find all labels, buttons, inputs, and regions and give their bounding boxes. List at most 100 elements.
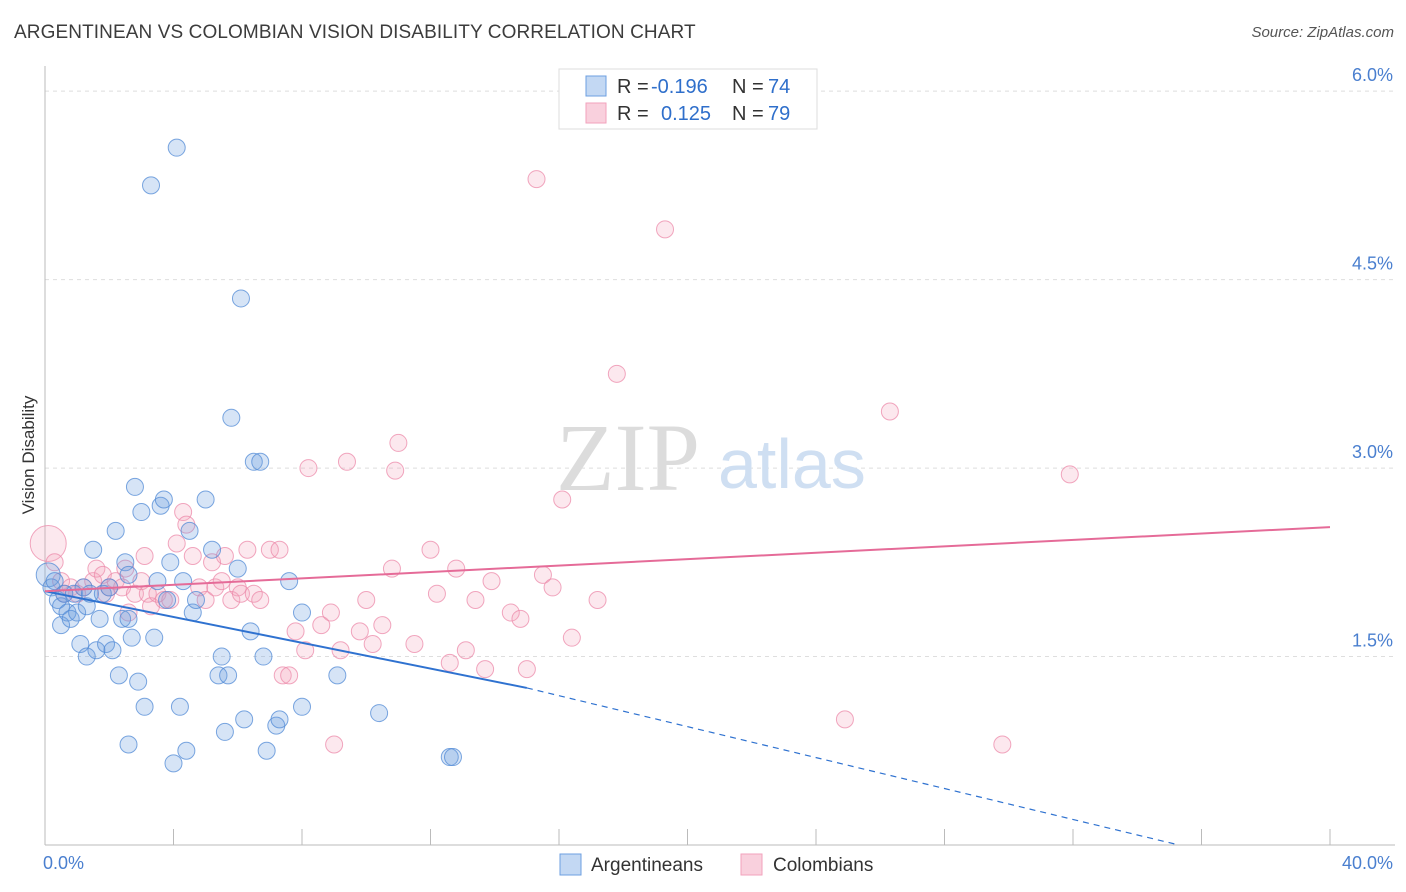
argentineans-point [251, 452, 270, 471]
x-tick-label-0: 0.0% [43, 853, 84, 873]
argentineans-point [222, 408, 241, 427]
argentineans-point [228, 559, 247, 578]
watermark-atlas: atlas [718, 425, 866, 503]
legend-r-label-1: R = [617, 76, 649, 98]
colombians-point [299, 459, 318, 478]
legend-n-value-2: 79 [768, 103, 790, 125]
trend-lines [44, 526, 1331, 846]
argentineans-point [77, 647, 96, 666]
colombians-point [45, 553, 64, 572]
colombians-point [231, 584, 250, 603]
colombians-point [427, 584, 446, 603]
colombians-point [135, 547, 154, 566]
grid-lines [45, 90, 1395, 658]
argentineans-point [180, 521, 199, 540]
colombians-point [389, 433, 408, 452]
colombians-point [251, 590, 270, 609]
colombians-point [421, 540, 440, 559]
argentineans-point [122, 628, 141, 647]
colombians-point [553, 490, 572, 509]
argentineans-point [186, 590, 205, 609]
bottom-legend: Argentineans Colombians [559, 853, 873, 876]
argentineans-point [103, 641, 122, 660]
data-points [29, 138, 1079, 773]
y-tick-label-3: 6.0% [1352, 65, 1393, 85]
argentineans-point [129, 672, 148, 691]
bottom-legend-argentineans: Argentineans [591, 855, 703, 876]
colombians-point [270, 540, 289, 559]
argentineans-point [370, 704, 389, 723]
argentineans-point [125, 477, 144, 496]
chart-title: ARGENTINEAN VS COLOMBIAN VISION DISABILI… [14, 22, 696, 43]
colombians-point [325, 735, 344, 754]
legend-box: R = -0.196 N = 74 R = 0.125 N = 79 [558, 68, 818, 130]
colombians-point [280, 666, 299, 685]
legend-n-label-1: N = [732, 76, 764, 98]
argentineans-point [270, 710, 289, 729]
argentineans-point [235, 710, 254, 729]
argentineans-point [174, 572, 193, 591]
argentineans-point [170, 697, 189, 716]
colombians-point [167, 534, 186, 553]
colombians-point [482, 572, 501, 591]
argentineans-point [119, 565, 138, 584]
legend-r-value-2: 0.125 [661, 103, 711, 125]
argentineans-point [119, 735, 138, 754]
colombians-point [456, 641, 475, 660]
colombians-point [363, 634, 382, 653]
legend-r-value-1: -0.196 [651, 76, 708, 98]
argentineans-trend-extension [526, 687, 1180, 846]
colombians-point [993, 735, 1012, 754]
argentineans-point [203, 540, 222, 559]
legend-swatch-argentineans [585, 75, 607, 97]
colombians-point [405, 634, 424, 653]
bottom-legend-swatch-argentineans [559, 853, 582, 876]
argentineans-point [109, 666, 128, 685]
argentineans-point [142, 176, 161, 195]
argentineans-point [113, 609, 132, 628]
argentineans-point [177, 741, 196, 760]
argentineans-point [84, 540, 103, 559]
colombians-point [312, 616, 331, 635]
colombians-point [880, 402, 899, 421]
argentineans-point [212, 647, 231, 666]
argentineans-point [154, 490, 173, 509]
argentineans-point [167, 138, 186, 157]
colombians-point [183, 547, 202, 566]
colombians-point [466, 590, 485, 609]
argentineans-point [280, 572, 299, 591]
argentineans-point [161, 553, 180, 572]
colombians-point [337, 452, 356, 471]
colombians-trend-line [44, 526, 1331, 593]
argentineans-point [443, 748, 462, 767]
source-label: Source: ZipAtlas.com [1251, 24, 1394, 41]
argentineans-point [244, 452, 263, 471]
bottom-legend-colombians: Colombians [773, 855, 873, 876]
argentineans-point [68, 603, 87, 622]
argentineans-point [87, 641, 106, 660]
legend-swatch-colombians [585, 102, 607, 124]
argentineans-trend-line [44, 590, 528, 689]
watermark: ZIP atlas [556, 404, 866, 511]
colombians-point [588, 590, 607, 609]
argentineans-point [145, 628, 164, 647]
argentineans-point [209, 666, 228, 685]
argentineans-point [135, 697, 154, 716]
watermark-zip: ZIP [556, 404, 700, 511]
colombians-point [607, 364, 626, 383]
argentineans-point [132, 503, 151, 522]
colombians-point [373, 616, 392, 635]
argentineans-point [119, 609, 138, 628]
argentineans-point [148, 572, 167, 591]
colombians-point [238, 540, 257, 559]
tick-labels: 1.5% 3.0% 4.5% 6.0% 0.0% 40.0% [43, 65, 1393, 873]
colombians-point [517, 660, 536, 679]
colombians-point [511, 609, 530, 628]
argentineans-point [106, 521, 125, 540]
colombians-point [296, 641, 315, 660]
colombians-point [321, 603, 340, 622]
legend-n-value-1: 74 [768, 76, 790, 98]
legend-r-label-2: R = [617, 103, 649, 125]
argentineans-point [328, 666, 347, 685]
